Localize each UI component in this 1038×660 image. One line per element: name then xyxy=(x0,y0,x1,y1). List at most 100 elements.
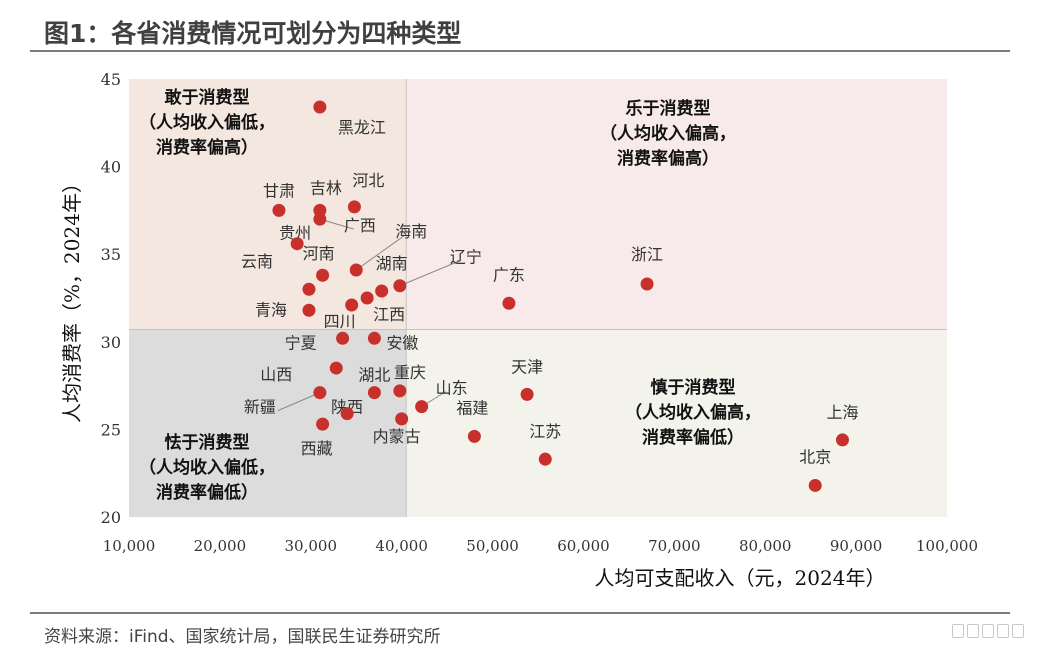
point-label: 内蒙古 xyxy=(373,427,421,446)
point-label: 宁夏 xyxy=(285,333,317,352)
data-point xyxy=(375,284,389,298)
data-point xyxy=(316,268,330,282)
point-label: 浙江 xyxy=(631,245,663,264)
point-label: 新疆 xyxy=(244,398,276,417)
quadrant-label-top-left: （人均收入偏低， xyxy=(139,112,275,133)
axes: 10,000 20,000 30,000 40,000 50,000 60,000 70,0… xyxy=(60,70,978,590)
data-point xyxy=(393,279,407,293)
data-point xyxy=(290,237,304,251)
point-label: 北京 xyxy=(799,447,831,466)
quadrant-label-bottom-left: 怯于消费型 xyxy=(165,432,250,453)
x-tick-label: 40,000 xyxy=(375,537,428,555)
quadrant-label-top-right: 乐于消费型 xyxy=(626,98,711,119)
scatter-chart: 10,000 20,000 30,000 40,000 50,000 60,000 70,0… xyxy=(60,70,978,590)
quadrant-top-right xyxy=(406,79,947,330)
data-point xyxy=(502,296,516,310)
point-label: 河南 xyxy=(303,244,335,263)
data-point xyxy=(302,282,316,296)
data-point xyxy=(347,200,361,214)
quadrant-label-top-left: 消费率偏高） xyxy=(156,137,258,158)
data-point xyxy=(367,331,381,345)
point-label: 贵州 xyxy=(279,224,311,243)
point-label: 黑龙江 xyxy=(338,118,386,137)
quadrant-label-bottom-right: 慎于消费型 xyxy=(651,377,736,398)
quadrant-bottom-left xyxy=(129,329,407,517)
point-label: 山东 xyxy=(436,379,468,398)
quadrant-backgrounds xyxy=(129,79,947,517)
data-point xyxy=(302,303,316,317)
point-label: 广西 xyxy=(344,216,376,235)
point-label: 河北 xyxy=(352,171,384,190)
quadrant-labels: 敢于消费型 （人均收入偏低， 消费率偏高） 乐于消费型 （人均收入偏高， 消费率偏高） 怯于… xyxy=(139,87,761,503)
point-label: 安徽 xyxy=(386,333,418,352)
data-point xyxy=(360,291,374,305)
footer-rule xyxy=(30,612,1010,614)
y-tick-label: 25 xyxy=(101,420,121,439)
y-tick-label: 20 xyxy=(101,508,121,527)
y-axis-title: 人均消费率（%，2024年） xyxy=(60,173,84,423)
point-label: 吉林 xyxy=(310,178,342,197)
watermark-logo xyxy=(952,624,1024,638)
point-label: 湖南 xyxy=(376,254,408,273)
quadrant-label-bottom-left: （人均收入偏低， xyxy=(139,457,275,478)
data-point xyxy=(640,277,654,291)
data-point xyxy=(340,407,354,421)
quadrant-bottom-right xyxy=(406,329,947,517)
data-point xyxy=(808,478,822,492)
quadrant-label-top-right: （人均收入偏高， xyxy=(600,123,736,144)
page-title: 图1：各省消费情况可划分为四种类型 xyxy=(44,19,462,48)
x-tick-label: 90,000 xyxy=(830,537,883,555)
data-point xyxy=(520,387,534,401)
x-tick-label: 20,000 xyxy=(194,537,247,555)
point-label: 广东 xyxy=(493,265,525,284)
data-point xyxy=(415,400,429,414)
source-note: 资料来源：iFind、国家统计局，国联民生证券研究所 xyxy=(44,627,441,647)
quadrant-label-bottom-right: （人均收入偏高， xyxy=(625,402,761,423)
data-point xyxy=(835,433,849,447)
point-label: 福建 xyxy=(456,398,488,417)
point-label: 湖北 xyxy=(358,366,390,385)
data-point xyxy=(538,452,552,466)
leader-line xyxy=(355,234,406,271)
point-label: 上海 xyxy=(826,403,858,422)
y-tick-label: 40 xyxy=(101,158,121,177)
x-axis-title: 人均可支配收入（元，2024年） xyxy=(595,566,886,590)
quadrant-label-top-right: 消费率偏高） xyxy=(617,148,719,169)
point-label: 海南 xyxy=(395,222,427,241)
point-label: 青海 xyxy=(255,300,287,319)
y-tick-label: 35 xyxy=(101,245,121,264)
point-label: 云南 xyxy=(241,252,273,271)
y-tick-label: 45 xyxy=(101,70,121,89)
quadrant-label-bottom-left: 消费率偏低） xyxy=(156,482,258,503)
point-label: 辽宁 xyxy=(450,248,482,267)
data-point xyxy=(313,212,327,226)
data-point xyxy=(395,412,409,426)
data-point xyxy=(313,100,327,114)
leader-line xyxy=(277,392,321,412)
data-point xyxy=(329,361,343,375)
x-tick-label: 30,000 xyxy=(285,537,338,555)
point-label: 甘肃 xyxy=(263,181,295,200)
data-point xyxy=(313,386,327,400)
point-label: 天津 xyxy=(511,357,543,376)
data-point xyxy=(316,417,330,431)
point-label: 江苏 xyxy=(529,422,561,441)
y-tick-label: 30 xyxy=(101,333,121,352)
title-rule xyxy=(30,50,1010,52)
x-tick-label: 80,000 xyxy=(739,537,792,555)
data-point xyxy=(272,203,286,217)
quadrant-label-top-left: 敢于消费型 xyxy=(165,87,250,108)
data-point xyxy=(467,429,481,443)
point-label: 西藏 xyxy=(301,439,333,458)
point-label: 山西 xyxy=(260,365,292,384)
data-point xyxy=(349,263,363,277)
x-tick-label: 70,000 xyxy=(648,537,701,555)
data-point xyxy=(336,331,350,345)
data-point xyxy=(393,384,407,398)
x-tick-label: 50,000 xyxy=(466,537,519,555)
x-tick-label: 60,000 xyxy=(557,537,610,555)
data-point xyxy=(345,298,359,312)
point-label: 四川 xyxy=(324,312,356,331)
point-label: 重庆 xyxy=(394,363,426,382)
